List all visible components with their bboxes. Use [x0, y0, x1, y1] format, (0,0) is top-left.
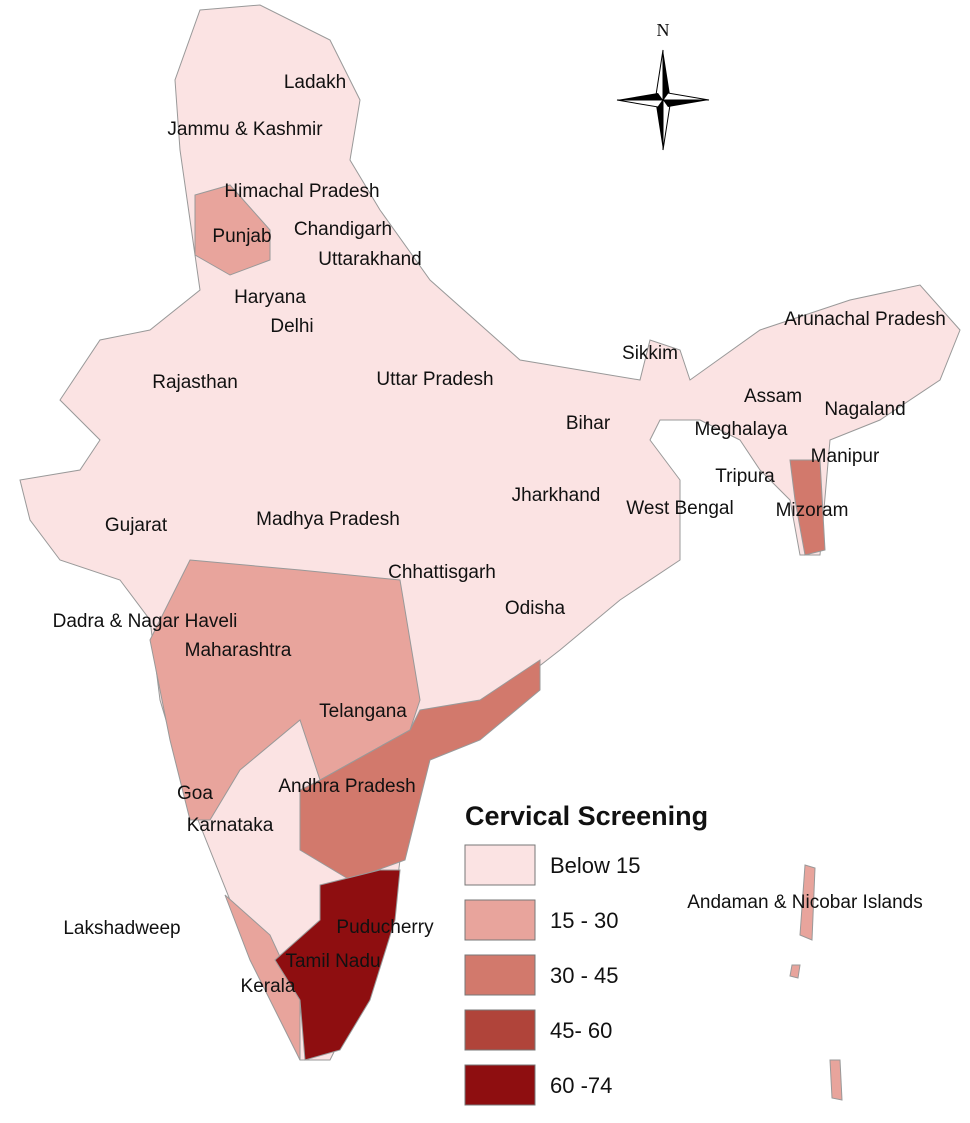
region-label: Arunachal Pradesh [784, 309, 946, 330]
states [19, 4, 961, 1101]
legend-swatch [464, 954, 536, 996]
maharashtra-telangana [149, 559, 421, 821]
region-label: Haryana [234, 287, 306, 308]
region-label: Telangana [319, 701, 407, 722]
legend-swatch [464, 844, 536, 886]
region-label: Uttar Pradesh [376, 369, 493, 390]
region-label: Jharkhand [512, 485, 601, 506]
region-label: Punjab [212, 226, 271, 247]
region-label: Kerala [241, 976, 296, 997]
mizoram [789, 459, 826, 556]
legend-swatch [464, 1064, 536, 1106]
region-label: Odisha [505, 598, 566, 619]
legend-title: Cervical Screening [465, 801, 708, 831]
region-label: Puducherry [336, 917, 434, 938]
tamil-nadu [274, 869, 401, 1061]
region-label: Bihar [566, 413, 611, 434]
andhra-pradesh [299, 659, 541, 881]
compass: N [616, 20, 710, 151]
region-label: West Bengal [626, 498, 733, 519]
legend: Cervical Screening Below 15 15 - 30 30 - 45… [464, 801, 708, 1106]
region-label: Delhi [270, 316, 313, 337]
region-label: Jammu & Kashmir [167, 119, 323, 140]
region-label: Andaman & Nicobar Islands [687, 892, 923, 913]
region-label: Nagaland [824, 399, 905, 420]
kerala [224, 894, 301, 1061]
region-label: Karnataka [187, 815, 274, 836]
legend-label: Below 15 [550, 853, 641, 878]
region-label: Chandigarh [294, 219, 392, 240]
region-label: Tripura [715, 466, 775, 487]
legend-label: 60 -74 [550, 1073, 612, 1098]
legend-label: 45- 60 [550, 1018, 612, 1043]
region-label: Ladakh [284, 72, 346, 93]
region-label: Rajasthan [152, 372, 238, 393]
andaman-islands [789, 864, 843, 1101]
region-label: Maharashtra [185, 640, 292, 661]
region-label: Tamil Nadu [285, 951, 380, 972]
region-label: Assam [744, 386, 802, 407]
region-label: Dadra & Nagar Haveli [53, 611, 238, 632]
region-label: Himachal Pradesh [224, 181, 379, 202]
region-label: Chhattisgarh [388, 562, 496, 583]
north-label: N [657, 20, 670, 40]
region-label: Andhra Pradesh [278, 776, 415, 797]
region-label: Madhya Pradesh [256, 509, 400, 530]
region-label: Sikkim [622, 343, 678, 364]
region-label: Mizoram [776, 500, 849, 521]
region-label: Lakshadweep [63, 918, 180, 939]
region-label: Goa [177, 783, 213, 804]
region-label: Uttarakhand [318, 249, 422, 270]
region-label: Meghalaya [695, 419, 788, 440]
region-label: Gujarat [105, 515, 168, 536]
legend-swatch [464, 1009, 536, 1051]
india-base [19, 4, 961, 1061]
region-labels: Ladakh Jammu & Kashmir Himachal Pradesh Pun… [53, 72, 946, 997]
punjab [194, 184, 271, 276]
legend-label: 30 - 45 [550, 963, 619, 988]
legend-label: 15 - 30 [550, 908, 619, 933]
legend-swatch [464, 899, 536, 941]
region-label: Manipur [811, 446, 880, 467]
